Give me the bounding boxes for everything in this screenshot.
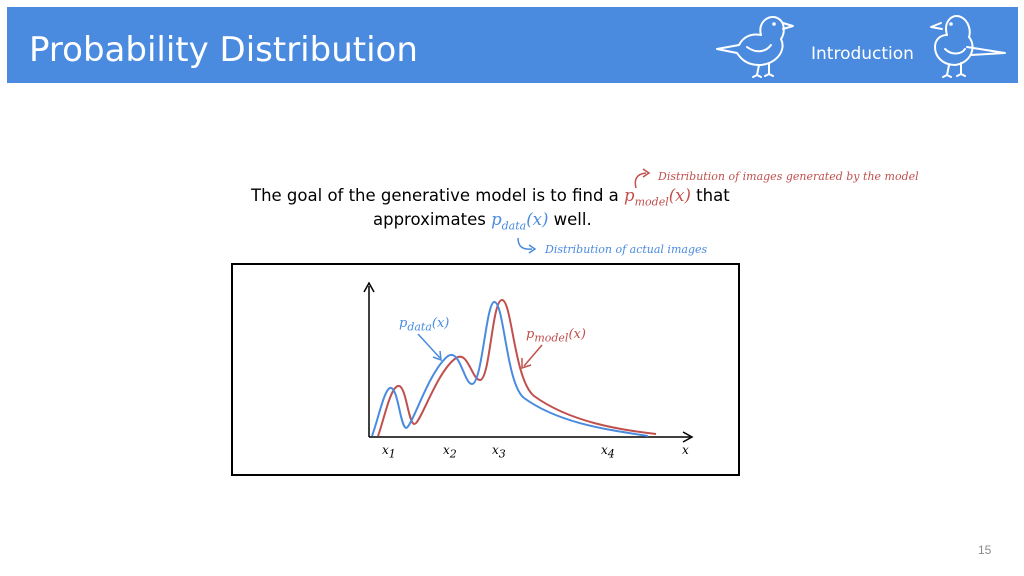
x-tick-label: x4 bbox=[601, 443, 615, 461]
statement-line1-suffix: that bbox=[690, 186, 730, 205]
slide-title: Probability Distribution bbox=[29, 30, 418, 70]
model-annotation: Distribution of images generated by the … bbox=[658, 170, 919, 183]
bird-left-icon bbox=[716, 16, 794, 78]
statement-line2-prefix: approximates bbox=[373, 210, 492, 229]
p-model-label: pmodel(x) bbox=[526, 327, 586, 345]
model-label-arrow-icon bbox=[523, 344, 543, 367]
data-label-arrow-icon bbox=[417, 333, 441, 359]
p-model-curve bbox=[377, 298, 657, 437]
x-tick-label: x3 bbox=[492, 443, 506, 461]
statement-line2-suffix: well. bbox=[548, 210, 592, 229]
p-data-term: pdata(x) bbox=[491, 210, 549, 233]
title-bar: Probability Distribution Introduction bbox=[7, 7, 1018, 83]
data-label-arrow-head-icon bbox=[432, 350, 442, 362]
x-axis-arrow-icon bbox=[682, 431, 694, 443]
page-number: 15 bbox=[978, 543, 992, 557]
data-annotation: Distribution of actual images bbox=[545, 243, 708, 256]
data-annotation-arrow-icon bbox=[517, 237, 537, 254]
p-model-term: pmodel(x) bbox=[624, 186, 691, 209]
model-annotation-arrow-icon bbox=[634, 168, 651, 189]
x-tick-label: x1 bbox=[382, 443, 396, 461]
section-label: Introduction bbox=[811, 44, 914, 64]
x-axis-label: x bbox=[682, 443, 689, 457]
statement-line-1: The goal of the generative model is to f… bbox=[251, 186, 730, 208]
statement-line1-prefix: The goal of the generative model is to f… bbox=[251, 186, 625, 205]
bird-right-icon bbox=[930, 15, 1006, 78]
y-axis-arrow-icon bbox=[363, 281, 375, 293]
statement-line-2: approximates pdata(x) well. bbox=[373, 210, 592, 232]
x-tick-label: x2 bbox=[443, 443, 457, 461]
p-data-curve bbox=[371, 300, 649, 437]
model-label-arrow-head-icon bbox=[521, 358, 532, 370]
p-data-label: pdata(x) bbox=[399, 316, 450, 334]
